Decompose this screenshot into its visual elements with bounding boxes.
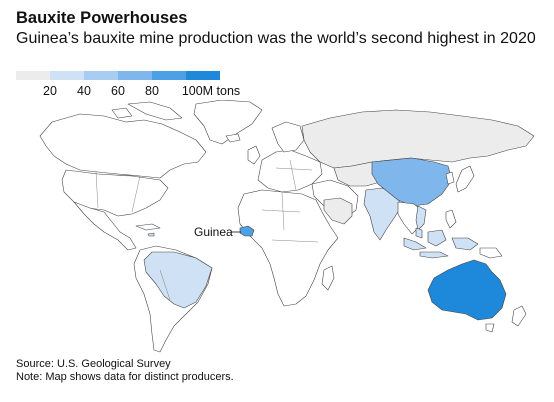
country-greenland (193, 100, 263, 145)
legend-swatch-4 (152, 71, 186, 80)
legend-swatch-2 (84, 71, 118, 80)
country-brazil (143, 251, 213, 309)
legend-swatches (16, 71, 220, 80)
country-australia (427, 259, 507, 321)
country-malaysia (415, 227, 423, 239)
arctic-islands (127, 101, 183, 121)
legend-label-40: 40 (77, 84, 91, 98)
country-java (419, 251, 449, 259)
arctic-islands-2 (111, 107, 133, 119)
legend-label-100: 100M tons (181, 84, 241, 98)
country-vietnam (415, 205, 427, 231)
country-japan (455, 165, 475, 193)
legend-swatch-3 (118, 71, 152, 80)
legend-swatch-0 (16, 71, 50, 80)
guinea-callout-label: Guinea (194, 225, 233, 239)
country-new-zealand (511, 305, 527, 327)
legend-label-20: 20 (43, 84, 57, 98)
country-russia (301, 109, 535, 169)
country-iceland (225, 133, 241, 143)
country-philippines (445, 209, 457, 229)
country-png (479, 247, 503, 259)
country-mexico (73, 201, 137, 251)
country-borneo (427, 229, 447, 247)
country-china (371, 157, 453, 207)
footer: Source: U.S. Geological Survey Note: Map… (16, 358, 234, 384)
country-canada (39, 113, 207, 179)
country-scandinavia (271, 121, 305, 153)
country-saudi-arabia (323, 197, 353, 225)
source-note: Source: U.S. Geological Survey (16, 358, 171, 370)
country-guinea (239, 225, 255, 237)
color-legend: 20 40 60 80 100M tons (16, 71, 240, 101)
country-korea (445, 171, 455, 185)
country-uk (247, 145, 261, 165)
country-indonesia (403, 237, 427, 251)
legend-swatch-5 (186, 71, 220, 80)
country-tasmania (485, 323, 495, 333)
chart-title: Bauxite Powerhouses (16, 9, 188, 27)
country-usa (61, 169, 169, 217)
legend-label-60: 60 (111, 84, 125, 98)
world-map: Guinea (39, 100, 535, 353)
legend-label-80: 80 (145, 84, 159, 98)
map-note: Note: Map shows data for distinct produc… (16, 371, 234, 383)
country-indonesia-east (451, 237, 479, 251)
chart-subtitle: Guinea’s bauxite mine production was the… (16, 30, 536, 47)
country-jamaica (147, 232, 155, 237)
country-africa (237, 189, 339, 307)
country-cuba (135, 223, 161, 231)
country-madagascar (321, 265, 335, 291)
legend-swatch-1 (50, 71, 84, 80)
